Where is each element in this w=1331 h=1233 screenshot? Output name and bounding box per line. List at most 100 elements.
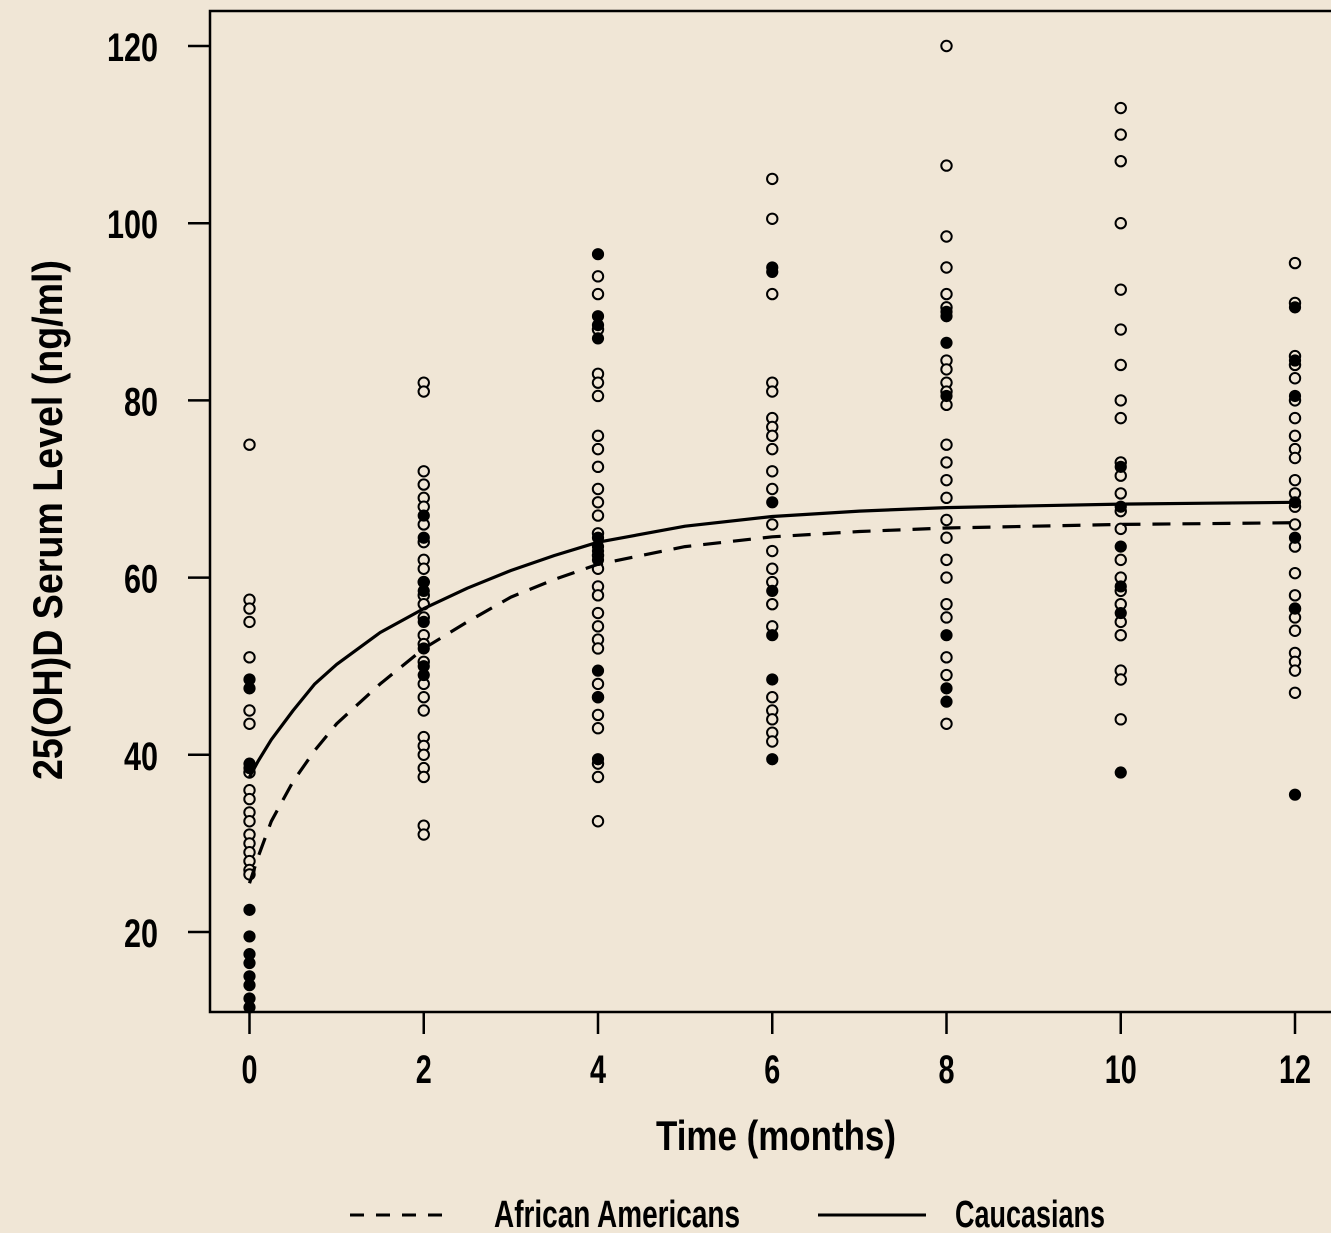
filled-point [1114,460,1127,473]
open-point [766,482,779,496]
y-tick-label-60: 60 [124,558,158,602]
open-point [766,562,779,575]
filled-point [1288,602,1302,615]
open-point [940,287,953,301]
filled-point [766,673,779,686]
open-point [1114,628,1127,642]
open-point [766,735,779,748]
filled-point [591,691,605,704]
open-point [1114,358,1127,372]
open-point [1288,518,1302,531]
filled-point [940,695,953,708]
open-point [1114,128,1127,141]
open-point [243,717,256,730]
open-point [766,544,779,558]
open-point [940,717,953,730]
open-point [766,429,779,443]
open-point [1114,553,1127,567]
filled-point [591,664,605,677]
open-point [766,442,779,456]
filled-point [766,265,779,279]
open-point [591,376,605,389]
open-point [243,615,256,629]
open-point [591,287,605,301]
open-point [591,620,605,633]
filled-point [591,332,605,345]
open-point [940,668,953,682]
open-point [417,748,430,761]
open-point [417,691,430,704]
open-point [766,287,779,301]
y-tick-label-20: 20 [124,912,158,956]
open-point [1288,256,1302,270]
open-point [1114,713,1127,726]
open-point [1288,566,1302,580]
open-point [1288,451,1302,465]
filled-point [417,615,430,629]
x-axis: 0 2 4 6 8 10 12 [242,1012,1311,1092]
filled-point [1114,580,1127,593]
open-point [940,531,953,544]
filled-point [940,336,953,349]
open-point [940,597,953,611]
open-point [1288,372,1302,385]
filled-point [1114,766,1127,779]
y-axis: 20 40 60 80 100 120 [107,26,210,956]
open-point [940,571,953,584]
open-point [591,677,605,691]
y-tick-label-40: 40 [124,735,158,779]
filled-point [940,389,953,403]
filled-point [243,979,256,992]
open-point [1288,473,1302,487]
x-tick-label-12: 12 [1279,1048,1311,1092]
x-tick-label-10: 10 [1105,1048,1137,1092]
open-point [940,456,953,469]
open-point [1288,429,1302,443]
filled-point [417,531,430,544]
legend: African Americans Caucasians [350,1194,1105,1233]
open-point [766,713,779,726]
open-point [591,509,605,522]
legend-african-americans-label: African Americans [494,1194,740,1233]
open-point [940,611,953,624]
open-point [591,589,605,602]
open-point [591,482,605,496]
fit-curves [247,500,1296,884]
y-axis-title: 25(OH)D Serum Level (ng/ml) [24,260,71,780]
filled-point [1288,389,1302,403]
x-axis-title: Time (months) [656,1112,896,1159]
open-point [940,363,953,376]
open-point [591,460,605,474]
open-point [766,212,779,225]
open-point [1114,411,1127,425]
x-tick-label-2: 2 [416,1048,432,1092]
open-point [1114,101,1127,115]
filled-point [417,668,430,682]
open-point [940,39,953,53]
open-point [1114,522,1127,536]
open-point [417,478,430,491]
filled-point [1288,531,1302,544]
filled-point [243,682,256,695]
open-point [1114,487,1127,500]
open-point [940,230,953,243]
filled-point [940,629,953,642]
open-point [243,602,256,615]
open-point [1114,217,1127,230]
open-point [1114,323,1127,336]
open-point [1114,394,1127,407]
plot-border [208,9,1331,1014]
open-point [417,704,430,717]
filled-point [591,248,605,261]
open-point [1288,686,1302,699]
x-tick-label-6: 6 [764,1048,780,1092]
open-point [417,770,430,784]
open-point [940,491,953,505]
open-point [591,642,605,655]
filled-point [243,930,256,943]
open-point [243,651,256,664]
x-tick-label-8: 8 [939,1048,955,1092]
curve-caucasians [248,500,1296,778]
open-point [1288,624,1302,637]
